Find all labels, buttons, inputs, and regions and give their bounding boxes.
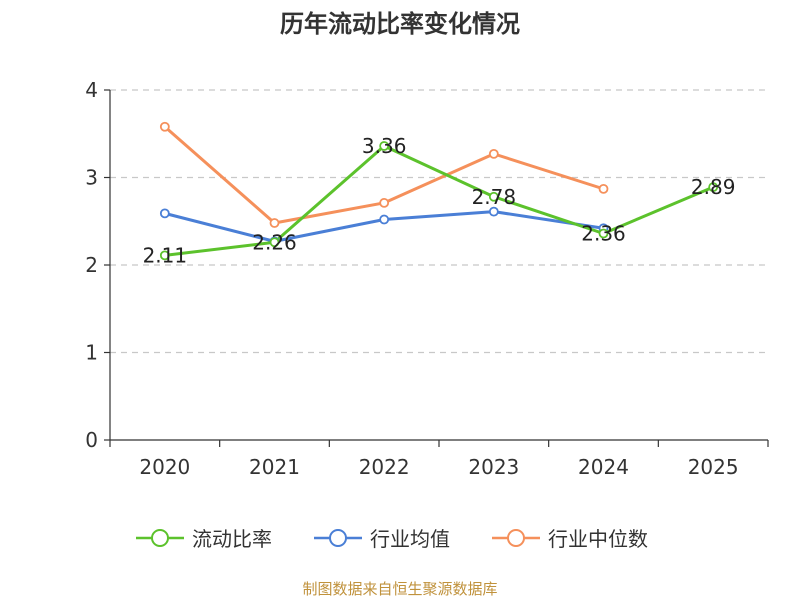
legend-line-marker-icon xyxy=(314,529,362,547)
legend-label: 行业均值 xyxy=(370,527,450,551)
y-tick-label: 0 xyxy=(85,428,98,452)
data-label: 2.78 xyxy=(472,185,517,209)
x-tick-label: 2024 xyxy=(578,455,629,479)
data-point xyxy=(488,191,499,202)
legend-label: 流动比率 xyxy=(192,527,272,551)
legend-line-marker-icon xyxy=(136,529,184,547)
x-tick-label: 2023 xyxy=(468,455,519,479)
x-tick-label: 2021 xyxy=(249,455,300,479)
x-tick-label: 2020 xyxy=(139,455,190,479)
x-tick-label: 2025 xyxy=(688,455,739,479)
data-label: 3.36 xyxy=(362,134,407,158)
data-point xyxy=(488,148,499,159)
source-note: 制图数据来自恒生聚源数据库 xyxy=(302,580,498,598)
data-point xyxy=(379,214,390,225)
data-point xyxy=(269,218,280,228)
data-point xyxy=(598,183,609,194)
x-tick-label: 2022 xyxy=(359,455,410,479)
legend-line-marker-icon xyxy=(492,529,540,547)
legend-item-current-ratio[interactable]: 流动比率 xyxy=(134,518,304,558)
legend-item-industry-median[interactable]: 行业中位数 xyxy=(490,518,680,558)
series-line xyxy=(164,144,714,257)
y-tick-label: 4 xyxy=(85,78,98,102)
data-point xyxy=(159,121,170,132)
legend-label: 行业中位数 xyxy=(548,527,648,551)
data-point xyxy=(159,208,170,219)
data-point xyxy=(269,237,280,248)
data-point xyxy=(598,228,609,239)
data-point xyxy=(379,141,390,151)
data-label: 2.26 xyxy=(252,230,297,254)
data-point xyxy=(488,206,499,217)
data-point xyxy=(708,182,719,193)
chart-title: 历年流动比率变化情况 xyxy=(280,10,520,38)
legend: 流动比率 行业均值 行业中位数 xyxy=(0,518,800,558)
data-point xyxy=(159,250,170,261)
legend-item-industry-average[interactable]: 行业均值 xyxy=(312,518,482,558)
data-label: 2.11 xyxy=(143,243,188,267)
y-tick-label: 2 xyxy=(85,253,98,277)
data-point xyxy=(379,197,390,208)
data-label: 2.89 xyxy=(691,175,736,199)
y-tick-label: 1 xyxy=(85,341,98,365)
data-label: 2.36 xyxy=(581,222,626,246)
y-tick-label: 3 xyxy=(85,166,98,190)
